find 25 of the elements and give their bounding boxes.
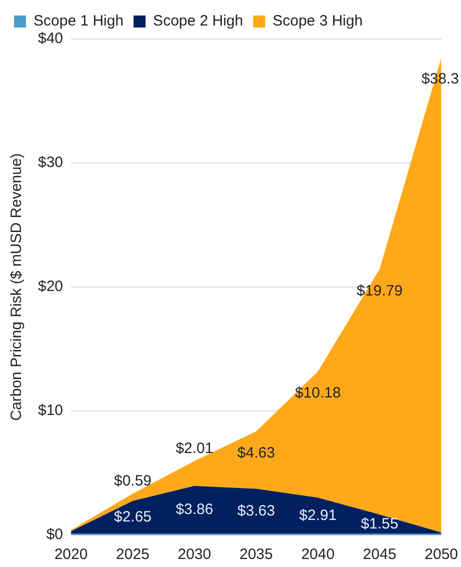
y-tick-label: $30 bbox=[38, 154, 64, 172]
x-tick-label: 2050 bbox=[424, 546, 458, 564]
legend-label: Scope 2 High bbox=[153, 12, 244, 30]
y-tick-label: $0 bbox=[46, 526, 64, 544]
x-tick-label: 2035 bbox=[239, 546, 273, 564]
legend-label: Scope 3 High bbox=[272, 12, 363, 30]
data-label: $3.63 bbox=[237, 502, 275, 520]
y-tick-label: $40 bbox=[38, 30, 64, 48]
data-label: $2.01 bbox=[176, 440, 214, 458]
x-tick-label: 2040 bbox=[301, 546, 335, 564]
data-label: $2.65 bbox=[114, 508, 152, 526]
data-label: $10.18 bbox=[294, 384, 341, 402]
data-label: $4.63 bbox=[237, 444, 275, 462]
x-tick-label: 2025 bbox=[116, 546, 150, 564]
legend-label: Scope 1 High bbox=[34, 12, 124, 30]
data-label: $1.55 bbox=[360, 515, 398, 532]
y-tick-label: $20 bbox=[38, 278, 64, 296]
y-tick-label: $10 bbox=[38, 402, 64, 420]
data-label: $2.91 bbox=[299, 506, 337, 524]
x-tick-label: 2030 bbox=[178, 546, 212, 564]
data-label: $0.59 bbox=[114, 472, 152, 490]
y-axis-title: Carbon Pricing Risk ($ mUSD Revenue) bbox=[8, 153, 26, 421]
x-tick-label: 2020 bbox=[54, 546, 88, 564]
x-tick-label: 2045 bbox=[362, 546, 396, 564]
data-label: $3.86 bbox=[176, 500, 214, 518]
